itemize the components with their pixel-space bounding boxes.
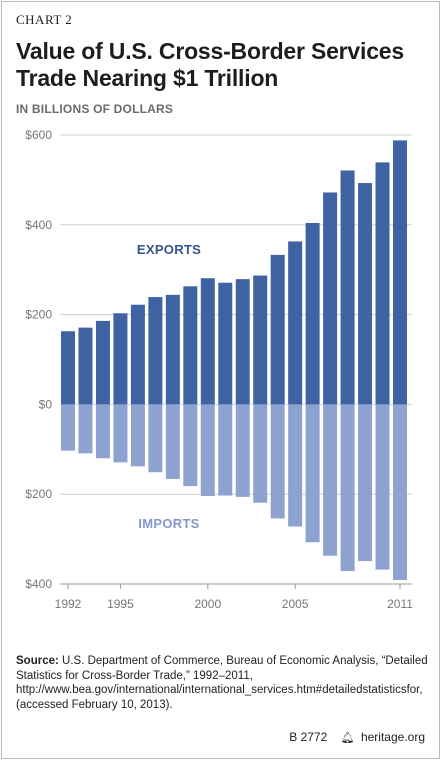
x-tick-label: 1995 [107, 597, 134, 611]
export-bar-2003 [253, 275, 268, 405]
x-axis: 1992 1995 2000 2005 2011 [55, 583, 413, 611]
import-bar-1992 [61, 404, 75, 451]
y-tick-label: $200 [25, 308, 52, 322]
export-bar-2002 [235, 279, 250, 405]
y-axis-labels: $600 $400 $200 $0 $200 $400 [25, 128, 52, 591]
source-text: U.S. Department of Commerce, Bureau of E… [16, 655, 428, 711]
import-bar-2007 [323, 404, 338, 556]
export-bar-2005 [288, 241, 303, 405]
import-bar-2008 [340, 404, 355, 571]
export-bar-1999 [183, 286, 198, 405]
footer: B 2772 🔔︎ heritage.org [289, 730, 425, 744]
x-tick-label: 2011 [387, 597, 413, 611]
export-bar-1993 [78, 327, 93, 405]
y-tick-label: $600 [25, 128, 52, 142]
bars [61, 140, 407, 580]
import-bar-2002 [235, 404, 250, 497]
import-bar-2004 [270, 404, 285, 519]
import-bar-1994 [95, 404, 110, 459]
chart-title: Value of U.S. Cross-Border Services Trad… [16, 38, 404, 91]
export-bar-2001 [218, 282, 233, 405]
export-bar-2009 [358, 183, 373, 405]
y-tick-label: $400 [25, 218, 52, 232]
footer-site: heritage.org [360, 730, 425, 744]
import-bar-2003 [253, 404, 268, 503]
import-bar-2000 [200, 404, 215, 496]
y-tick-label: $0 [39, 397, 53, 411]
imports-series-label: IMPORTS [138, 516, 199, 531]
export-bar-2006 [305, 223, 320, 405]
import-bar-1995 [113, 404, 128, 463]
import-bar-2006 [305, 404, 320, 543]
export-bar-1992 [61, 331, 75, 405]
export-bar-1996 [130, 304, 145, 405]
source-label: Source: [16, 655, 59, 667]
export-bar-2008 [340, 170, 355, 405]
export-bar-2011 [393, 140, 407, 405]
export-bar-2010 [375, 162, 390, 405]
export-bar-2000 [200, 278, 215, 405]
import-bar-1993 [78, 404, 93, 454]
x-tick-label: 1992 [55, 597, 82, 611]
export-bar-2004 [270, 254, 285, 405]
export-bar-1997 [148, 297, 163, 405]
import-bar-1998 [165, 404, 180, 479]
export-bar-1998 [165, 294, 180, 405]
bar-chart: $600 $400 $200 $0 $200 $400 1992 1995 2000 2005 2… [25, 128, 413, 611]
export-bar-1994 [95, 320, 110, 405]
x-tick-label: 2005 [282, 597, 309, 611]
import-bar-1999 [183, 404, 198, 487]
export-bar-2007 [323, 192, 338, 405]
import-bar-1996 [130, 404, 145, 467]
import-bar-2005 [288, 404, 303, 527]
y-tick-label: $200 [25, 487, 52, 501]
liberty-bell-icon: 🔔︎ [340, 732, 355, 744]
import-bar-2010 [375, 404, 390, 570]
exports-series-label: EXPORTS [137, 242, 201, 257]
import-bar-1997 [148, 404, 163, 473]
source-note: Source: U.S. Department of Commerce, Bur… [16, 654, 430, 712]
import-bar-2011 [393, 404, 407, 580]
export-bar-1995 [113, 313, 128, 405]
chart-label: CHART 2 [16, 12, 73, 27]
y-tick-label: $400 [25, 577, 52, 591]
import-bar-2001 [218, 404, 233, 496]
x-tick-label: 2000 [194, 597, 221, 611]
chart-subtitle: IN BILLIONS OF DOLLARS [16, 102, 174, 116]
import-bar-2009 [358, 404, 373, 562]
footer-code: B 2772 [289, 730, 328, 744]
